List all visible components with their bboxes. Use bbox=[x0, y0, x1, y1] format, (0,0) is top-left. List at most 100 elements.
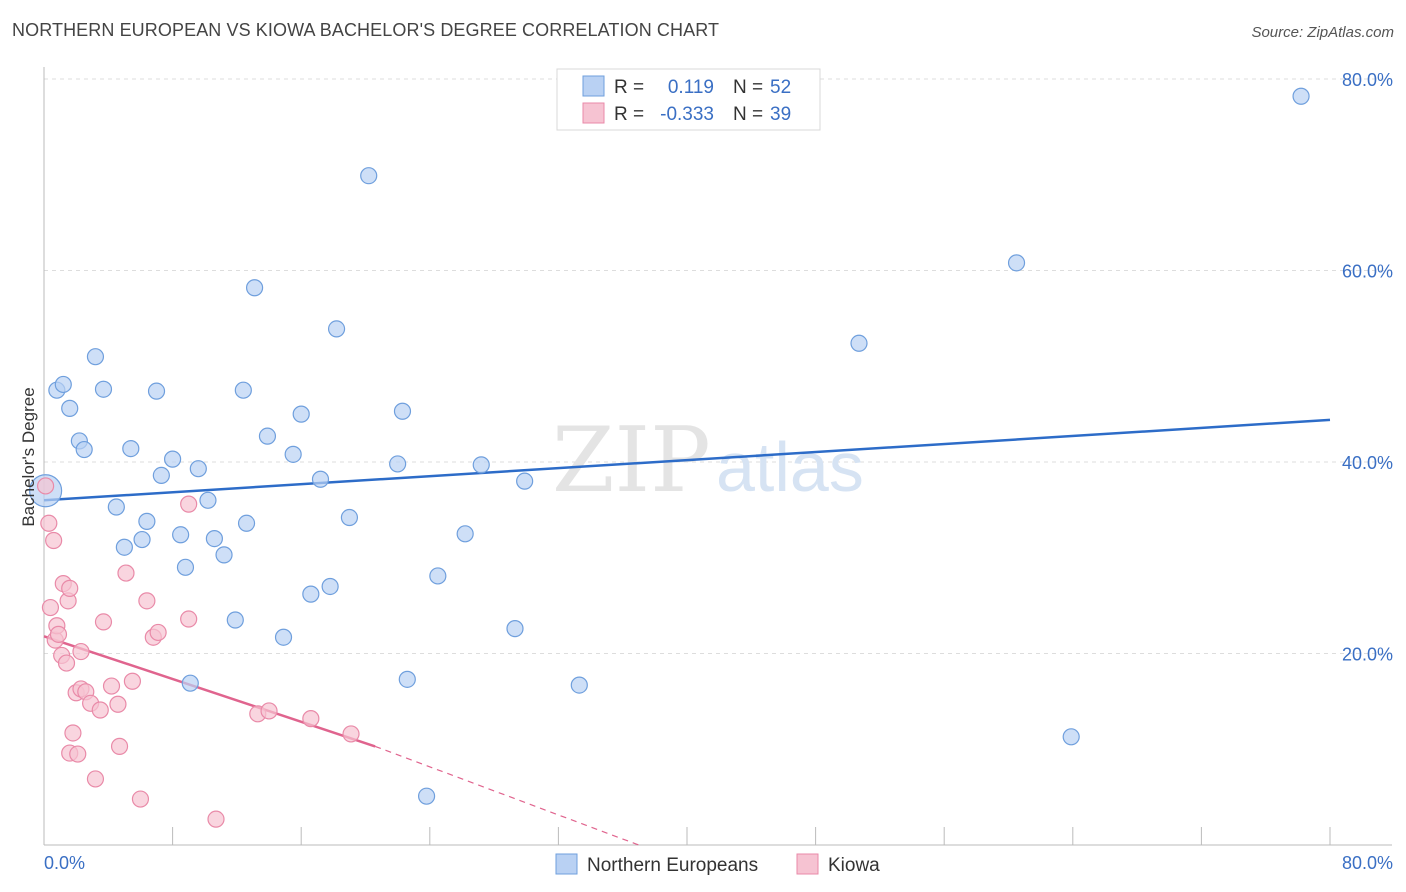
watermark: ZIP atlas bbox=[552, 408, 864, 513]
point-kiowa bbox=[117, 564, 135, 582]
point-northern-europeans bbox=[393, 402, 412, 420]
point-northern-europeans bbox=[138, 512, 156, 530]
point-kiowa bbox=[123, 672, 142, 690]
point-northern-europeans bbox=[429, 567, 447, 585]
x-tick-label: 0.0% bbox=[44, 853, 85, 873]
point-northern-europeans bbox=[311, 470, 330, 488]
point-kiowa bbox=[41, 598, 60, 617]
point-kiowa bbox=[110, 737, 129, 755]
point-kiowa bbox=[64, 724, 82, 742]
point-kiowa bbox=[57, 654, 76, 672]
point-kiowa bbox=[180, 495, 198, 513]
legend-r-label: R = bbox=[614, 77, 644, 98]
y-tick-label: 60.0% bbox=[1342, 262, 1393, 282]
point-northern-europeans bbox=[133, 530, 151, 549]
point-northern-europeans bbox=[516, 472, 534, 490]
trend-lines bbox=[43, 418, 1331, 846]
bottom-legend-swatch-northern-europeans bbox=[555, 853, 578, 875]
point-northern-europeans bbox=[215, 546, 233, 564]
y-tick-label: 80.0% bbox=[1342, 70, 1393, 90]
point-kiowa bbox=[102, 677, 121, 695]
point-kiowa bbox=[109, 695, 127, 713]
point-kiowa bbox=[342, 725, 360, 743]
point-northern-europeans bbox=[302, 585, 320, 603]
point-northern-europeans bbox=[389, 455, 407, 473]
point-kiowa bbox=[138, 592, 156, 610]
legend-swatch-kiowa bbox=[582, 102, 605, 124]
point-kiowa bbox=[260, 702, 278, 720]
point-northern-europeans bbox=[340, 508, 359, 527]
point-northern-europeans bbox=[147, 382, 166, 400]
point-northern-europeans bbox=[456, 525, 474, 543]
point-kiowa bbox=[69, 745, 87, 763]
point-northern-europeans bbox=[176, 558, 195, 576]
watermark-atlas-text: atlas bbox=[716, 428, 864, 506]
trend-line-kiowa-extension bbox=[374, 745, 639, 846]
bottom-legend-label-northern-europeans: Northern Europeans bbox=[587, 855, 758, 876]
legend-r-value: 0.119 bbox=[668, 77, 714, 98]
point-northern-europeans bbox=[226, 611, 244, 629]
point-northern-europeans bbox=[189, 460, 207, 478]
point-northern-europeans bbox=[152, 466, 170, 485]
bottom-legend-swatch-kiowa bbox=[796, 853, 819, 875]
point-kiowa bbox=[94, 613, 113, 631]
point-kiowa bbox=[61, 579, 79, 597]
trend-line-northern-europeans bbox=[43, 418, 1331, 502]
point-northern-europeans bbox=[472, 456, 490, 474]
point-northern-europeans bbox=[205, 529, 223, 548]
legend-n-label: N = bbox=[733, 77, 763, 98]
point-northern-europeans bbox=[172, 526, 190, 544]
y-tick-label: 40.0% bbox=[1342, 453, 1393, 473]
legend-n-label: N = bbox=[733, 104, 763, 125]
point-northern-europeans bbox=[122, 439, 140, 458]
point-northern-europeans bbox=[181, 674, 199, 692]
data-points bbox=[29, 87, 1310, 828]
point-kiowa bbox=[207, 810, 225, 828]
point-northern-europeans bbox=[86, 348, 105, 366]
point-northern-europeans bbox=[107, 498, 125, 516]
point-kiowa bbox=[91, 701, 109, 719]
trend-line-kiowa bbox=[43, 635, 376, 748]
point-kiowa bbox=[40, 514, 58, 532]
point-northern-europeans bbox=[237, 514, 256, 532]
point-northern-europeans bbox=[1292, 87, 1310, 105]
bottom-legend: Northern Europeans Kiowa bbox=[555, 853, 880, 876]
point-northern-europeans bbox=[417, 787, 436, 805]
point-northern-europeans bbox=[199, 491, 217, 509]
point-kiowa bbox=[149, 623, 167, 642]
chart-source: Source: ZipAtlas.com bbox=[1251, 24, 1394, 41]
axes: 80.0% 60.0% 40.0% 20.0% 0.0% 80.0% bbox=[43, 67, 1393, 873]
chart-title: NORTHERN EUROPEAN VS KIOWA BACHELOR'S DE… bbox=[12, 20, 720, 40]
point-northern-europeans bbox=[1007, 254, 1026, 272]
point-northern-europeans bbox=[75, 440, 93, 459]
point-northern-europeans bbox=[258, 427, 277, 445]
x-tick-label: 80.0% bbox=[1342, 853, 1393, 873]
y-axis-label: Bachelor's Degree bbox=[19, 387, 38, 526]
point-northern-europeans bbox=[234, 381, 252, 399]
legend-r-label: R = bbox=[614, 104, 644, 125]
point-northern-europeans bbox=[398, 670, 416, 688]
point-northern-europeans bbox=[284, 445, 302, 463]
point-northern-europeans bbox=[115, 538, 133, 556]
point-kiowa bbox=[49, 625, 68, 643]
legend-n-value: 52 bbox=[770, 77, 791, 98]
legend-n-value: 39 bbox=[770, 104, 791, 125]
point-northern-europeans bbox=[570, 676, 588, 694]
point-northern-europeans bbox=[274, 628, 293, 646]
point-northern-europeans bbox=[245, 279, 264, 297]
point-northern-europeans bbox=[850, 334, 868, 352]
point-northern-europeans bbox=[360, 167, 378, 185]
point-northern-europeans bbox=[292, 405, 310, 423]
legend-r-value: -0.333 bbox=[660, 104, 714, 125]
top-legend: R = 0.119 N = 52 R = -0.333 N = 39 bbox=[556, 68, 821, 131]
point-northern-europeans bbox=[54, 375, 72, 394]
point-northern-europeans bbox=[61, 399, 79, 417]
point-northern-europeans bbox=[321, 577, 339, 596]
point-kiowa bbox=[37, 477, 55, 495]
point-northern-europeans bbox=[94, 380, 113, 398]
point-northern-europeans bbox=[164, 450, 182, 468]
point-northern-europeans bbox=[1062, 728, 1080, 746]
point-kiowa bbox=[131, 790, 150, 808]
point-kiowa bbox=[180, 610, 198, 628]
legend-swatch-northern-europeans bbox=[582, 75, 605, 97]
